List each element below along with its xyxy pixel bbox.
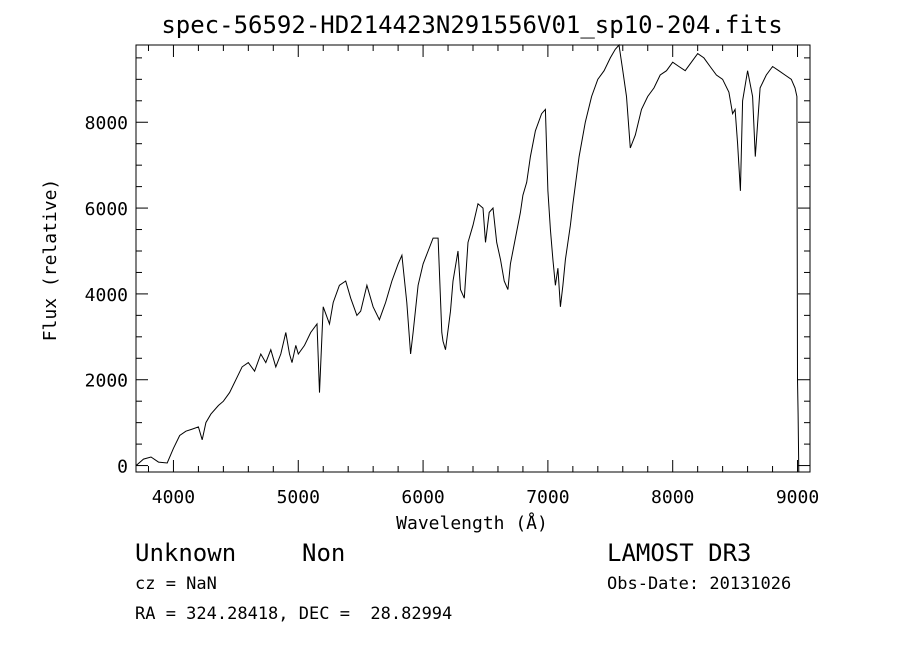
object-subclass: Non (302, 539, 346, 567)
y-tick-label: 0 (117, 457, 128, 478)
y-tick-label: 2000 (85, 371, 128, 392)
observation-date: Obs-Date: 20131026 (607, 574, 792, 594)
spectrum-line (135, 43, 800, 473)
axis-tick-labels: 4000 5000 6000 7000 8000 9000 0 2000 4000 6000 800… (85, 113, 820, 508)
object-class: Unknown (135, 539, 237, 567)
sky-coordinates: RA = 324.28418, DEC = 28.82994 (135, 604, 453, 624)
x-tick-label: 4000 (152, 487, 195, 508)
y-tick-label: 4000 (85, 285, 128, 306)
x-tick-label: 7000 (526, 487, 569, 508)
x-tick-label: 6000 (401, 487, 444, 508)
y-axis-label: Flux (relative) (40, 179, 61, 342)
chart-title: spec-56592-HD214423N291556V01_sp10-204.f… (161, 11, 782, 39)
x-tick-label: 9000 (776, 487, 819, 508)
plot-frame (135, 44, 811, 473)
x-axis-label: Wavelength (Å) (396, 512, 548, 534)
axis-ticks (136, 45, 810, 472)
survey-name: LAMOST DR3 (607, 539, 752, 567)
x-tick-label: 8000 (651, 487, 694, 508)
redshift-cz: cz = NaN (135, 574, 217, 594)
x-tick-label: 5000 (277, 487, 320, 508)
y-tick-label: 6000 (85, 199, 128, 220)
y-tick-label: 8000 (85, 113, 128, 134)
